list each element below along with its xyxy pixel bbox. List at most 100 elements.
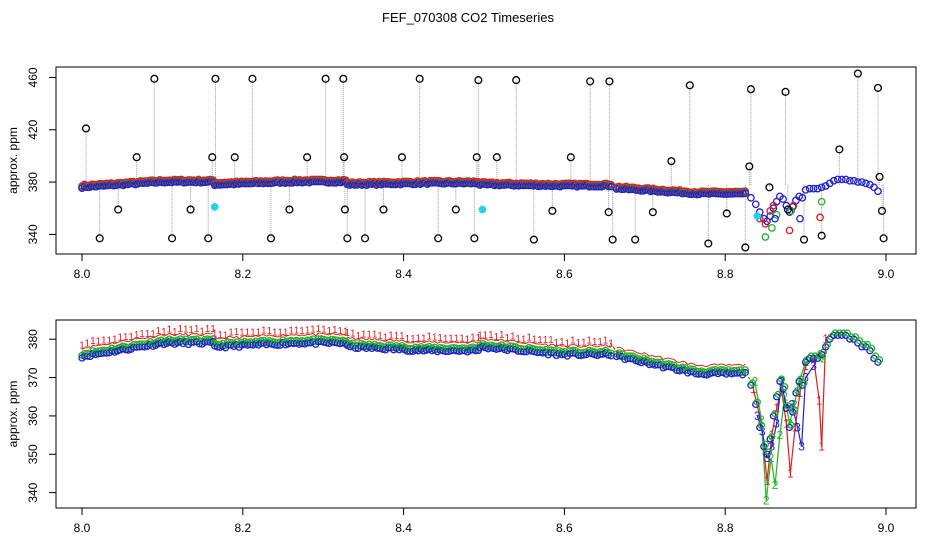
seg-label-red-1-26: 1 [283, 327, 289, 338]
seg-line-red-4-17 [660, 356, 664, 360]
seg-label-red-3-32: 1 [565, 339, 571, 350]
dip-point-0 [747, 193, 755, 202]
seg-line-red-1-19 [263, 334, 267, 337]
seg-label-red-0-34: 1 [172, 327, 178, 338]
dip-colored-point-9 [772, 210, 781, 219]
dip-point-green-10 [784, 402, 792, 410]
seg-label-red-1-12: 1 [245, 328, 251, 339]
spike-point-39 [648, 208, 657, 217]
dip-label-blue-11: 3 [810, 359, 817, 373]
dip-label-red-7: 1 [787, 466, 794, 480]
seg-label-red-1-24: 1 [277, 328, 283, 339]
x-tick-label-2-4: 8.8 [717, 521, 734, 535]
seg-label-red-1-10: 1 [239, 328, 245, 339]
dip-label-green-12: 2 [820, 351, 827, 365]
seg-line-red-4-47 [742, 363, 746, 367]
seg-label-red-2-36: 1 [443, 334, 449, 345]
dip-label-blue-5: 3 [778, 374, 785, 388]
seg-label-red-3-2: 1 [483, 330, 489, 341]
seg-line-red-1-38 [315, 332, 319, 337]
seg-label-red-1-44: 1 [332, 325, 338, 336]
seg-line-red-2-42 [459, 341, 463, 344]
seg-line-red-1-7 [230, 336, 234, 339]
seg-line-red-1-8 [233, 335, 237, 339]
seg-line-red-1-25 [279, 333, 284, 338]
spike-point-21 [379, 205, 388, 214]
seg-line-red-0-35 [174, 333, 178, 337]
dip-point-green-4 [764, 448, 773, 456]
dip-line-red-4 [771, 408, 778, 436]
spike-point-8 [208, 153, 217, 162]
seg-label-red-0-16: 1 [123, 332, 129, 343]
seg-line-red-3-48 [608, 346, 612, 348]
seg-label-red-1-30: 1 [294, 326, 300, 337]
gap-dash-0 [609, 342, 620, 355]
spike-point-53 [853, 69, 862, 78]
dip-point-green-12 [790, 406, 798, 414]
seg-line-red-0-11 [109, 342, 113, 345]
y-tick-label-1-0: 340 [26, 224, 40, 244]
dip-label-red-2: 1 [764, 474, 771, 488]
x-tick-label-2-0: 8.0 [74, 521, 91, 535]
spike-point-26 [470, 234, 479, 243]
x-tick-label-2-1: 8.2 [234, 521, 251, 535]
spike-point-54 [873, 83, 883, 92]
seg-line-red-4-18 [663, 357, 667, 360]
spike-point-0 [81, 124, 91, 133]
seg-line-red-1-11 [241, 335, 245, 338]
seg-label-red-0-48: 1 [210, 324, 216, 335]
spike-point-25 [451, 205, 460, 214]
seg-line-red-3-9 [501, 338, 505, 342]
seg-label-red-2-10: 1 [372, 330, 378, 341]
seg-label-red-0-20: 1 [134, 330, 140, 341]
chart-title: FEF_070308 CO2 Timeseries [382, 10, 554, 25]
spike-point-3 [132, 153, 141, 162]
seg-line-red-2-6 [360, 337, 364, 340]
seg-line-red-0-12 [111, 341, 115, 345]
seg-label-red-3-4: 1 [488, 330, 494, 341]
spike-point-52 [835, 145, 844, 154]
spike-point-40 [667, 157, 676, 166]
seg-label-red-1-16: 1 [256, 328, 262, 339]
seg-label-red-2-38: 1 [448, 333, 454, 344]
seg-label-red-2-24: 1 [410, 334, 416, 345]
seg-label-red-1-22: 1 [272, 327, 278, 338]
dip-line-red-8 [789, 427, 796, 474]
seg-label-red-3-40: 1 [586, 336, 592, 347]
dip-label-blue-2: 3 [764, 451, 771, 465]
seg-line-red-4-21 [671, 358, 675, 361]
seg-label-red-1-38: 1 [316, 324, 322, 335]
seg-line-red-0-30 [160, 333, 165, 337]
spike-point-5 [167, 234, 177, 243]
seg-label-red-2-0: 1 [345, 328, 351, 339]
dip-line-green-8 [788, 404, 795, 424]
dip-label-red-12: 1 [816, 394, 823, 408]
seg-line-red-4-46 [739, 363, 743, 367]
seg-label-red-3-12: 1 [510, 331, 516, 342]
seg-line-red-0-25 [147, 335, 151, 339]
seg-line-red-1-16 [255, 334, 259, 338]
dip-label-blue-10: 3 [802, 371, 809, 385]
seg-line-red-3-30 [558, 344, 563, 347]
seg-line-red-3-19 [528, 341, 533, 344]
spike-point-7 [204, 234, 213, 243]
seg-label-red-0-38: 1 [183, 324, 189, 335]
dip-point-34 [874, 187, 882, 196]
seg-line-red-2-25 [412, 340, 416, 344]
dip-label-green-6: 2 [781, 390, 788, 404]
seg-line-red-3-10 [504, 340, 508, 343]
seg-label-red-0-14: 1 [117, 332, 123, 343]
seg-line-red-2-19 [396, 339, 400, 342]
seg-line-red-3-13 [512, 339, 516, 342]
seg-line-red-2-2 [349, 336, 353, 339]
x-tick-label-1-4: 8.8 [717, 267, 734, 281]
spike-point-30 [512, 76, 521, 85]
dip-point-17 [805, 184, 814, 193]
dip-line-green-5 [774, 435, 781, 486]
seg-line-red-2-38 [448, 341, 452, 344]
seg-label-red-3-18: 1 [526, 333, 532, 344]
seg-label-red-3-42: 1 [592, 337, 598, 348]
dip-colored-point-13 [796, 214, 804, 223]
seg-line-red-3-46 [602, 344, 606, 347]
dip-label-red-14: 1 [822, 332, 829, 346]
